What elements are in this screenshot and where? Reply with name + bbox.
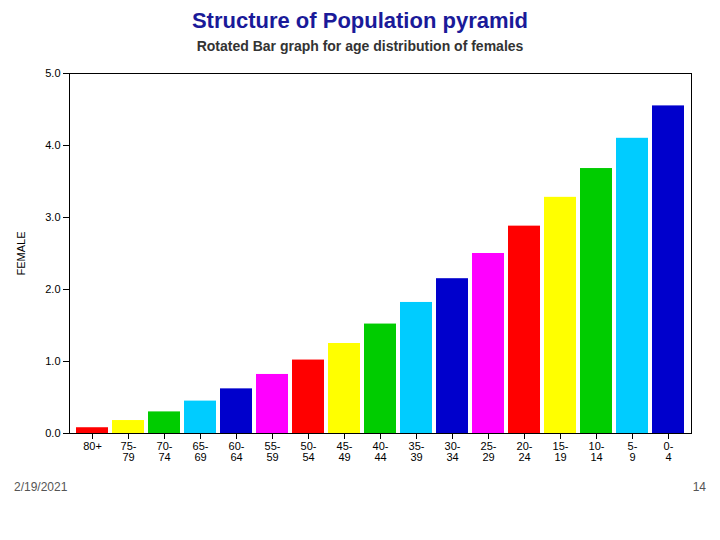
- svg-text:5-9: 5-9: [628, 440, 638, 463]
- svg-text:65-69: 65-69: [193, 440, 209, 463]
- svg-text:70-74: 70-74: [157, 440, 173, 463]
- svg-text:80+: 80+: [83, 440, 102, 452]
- svg-text:0.0: 0.0: [45, 427, 60, 439]
- svg-text:20-24: 20-24: [517, 440, 533, 463]
- svg-text:60-64: 60-64: [229, 440, 245, 463]
- html-text:14: 14: [692, 480, 706, 494]
- svg-text:40-44: 40-44: [373, 440, 389, 463]
- svg-text:1.0: 1.0: [45, 355, 60, 367]
- svg-text:45-49: 45-49: [337, 440, 353, 463]
- svg-text:FEMALE: FEMALE: [15, 231, 27, 275]
- svg-text:25-29: 25-29: [481, 440, 497, 463]
- html-text:Rotated Bar graph for age dist: Rotated Bar graph for age distribution o…: [196, 38, 524, 54]
- svg-text:50-54: 50-54: [301, 440, 317, 463]
- svg-text:75-79: 75-79: [121, 440, 137, 463]
- svg-text:10-14: 10-14: [589, 440, 605, 463]
- svg-text:15-19: 15-19: [553, 440, 569, 463]
- svg-text:30-34: 30-34: [445, 440, 461, 463]
- html-text:Structure of Population pyrami: Structure of Population pyramid: [191, 8, 529, 33]
- svg-text:4.0: 4.0: [45, 139, 60, 151]
- svg-text:55-59: 55-59: [265, 440, 281, 463]
- svg-text:2.0: 2.0: [45, 283, 60, 295]
- svg-text:0-4: 0-4: [664, 440, 674, 463]
- html-text:2/19/2021: 2/19/2021: [14, 480, 68, 494]
- svg-text:5.0: 5.0: [45, 67, 60, 79]
- svg-text:3.0: 3.0: [45, 211, 60, 223]
- svg-text:35-39: 35-39: [409, 440, 425, 463]
